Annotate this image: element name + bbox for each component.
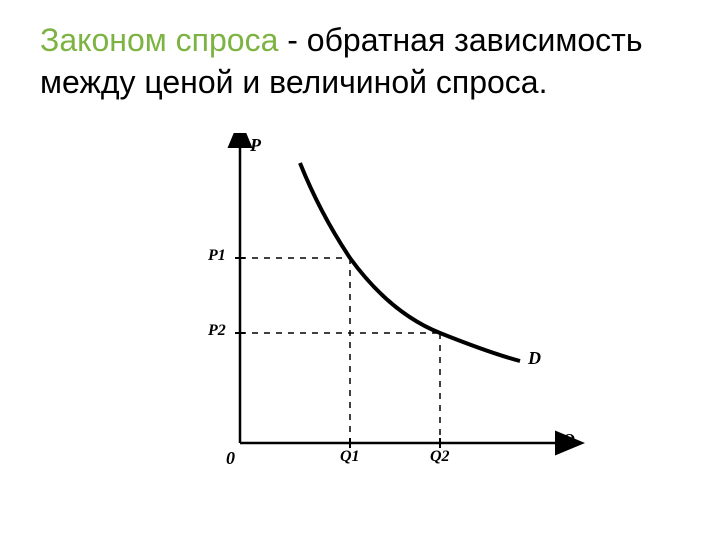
demand-curve [300, 163, 520, 361]
slide-title: Законом спроса - обратная зависимость ме… [40, 20, 680, 103]
tick-label-p1: P1 [208, 247, 226, 265]
tick-label-q1: Q1 [340, 448, 360, 466]
chart-svg [190, 133, 590, 473]
tick-label-p2: P2 [208, 322, 226, 340]
title-highlighted: Законом спроса [40, 22, 278, 58]
title-separator: - [278, 22, 306, 58]
curve-label: D [528, 348, 541, 369]
demand-curve-chart: P O 0 D P1 P2 Q1 Q2 [190, 133, 590, 473]
origin-label: 0 [226, 448, 235, 469]
y-axis-label: P [250, 135, 261, 156]
x-axis-label: O [562, 430, 575, 451]
tick-label-q2: Q2 [430, 448, 450, 466]
